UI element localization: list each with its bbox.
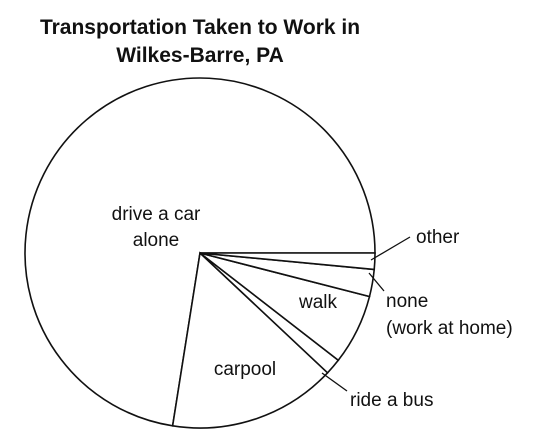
slice-label-carpool: carpool <box>214 359 276 380</box>
leader-line-other <box>370 236 411 261</box>
chart-title-line-2: Wilkes-Barre, PA <box>116 44 284 67</box>
pie-slice-other <box>199 252 376 271</box>
pie-slice-carpool <box>171 251 329 429</box>
slice-label-none-work-at-home-line-2: (work at home) <box>386 318 513 339</box>
slice-label-ride-a-bus: ride a bus <box>350 390 433 411</box>
slice-label-drive-a-car-alone-line-1: drive a car <box>112 204 201 225</box>
slice-labels: drive a car alone carpool ride a bus walk non… <box>112 204 513 411</box>
chart-title-line-1: Transportation Taken to Work in <box>40 16 360 39</box>
leader-line-ride-a-bus <box>321 372 348 392</box>
pie-slices <box>24 77 376 429</box>
slice-label-other: other <box>416 227 460 248</box>
slice-label-walk: walk <box>298 292 338 313</box>
leader-line-none-work-at-home <box>368 272 385 292</box>
slice-label-drive-a-car-alone-line-2: alone <box>133 230 180 251</box>
slice-label-none-work-at-home-line-1: none <box>386 291 428 312</box>
